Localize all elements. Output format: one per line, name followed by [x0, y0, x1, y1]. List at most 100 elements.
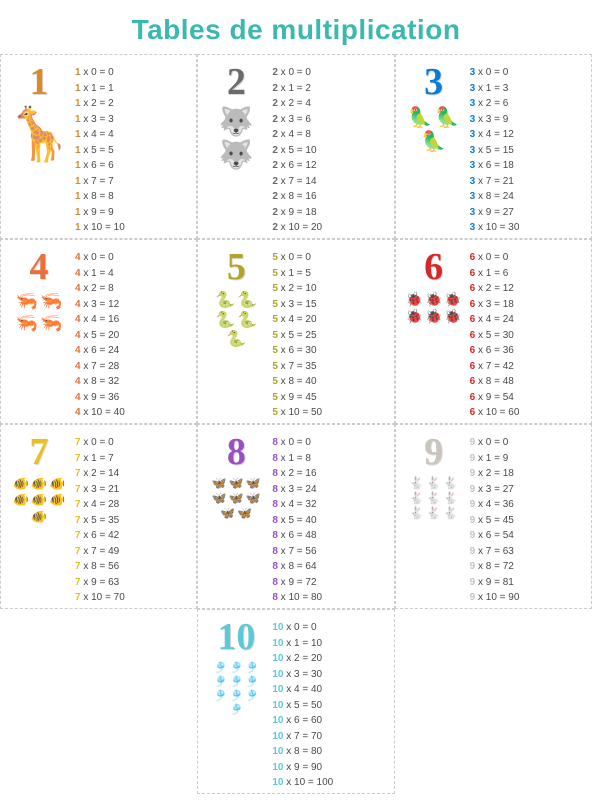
- equation-rest: x 1 = 6: [475, 268, 508, 279]
- rabbit-icon: 🐇: [409, 477, 424, 490]
- equation-row: 1 x 7 = 7: [75, 174, 190, 190]
- equation-row: 8 x 7 = 56: [272, 544, 387, 560]
- equation-multiplicand: 10: [272, 638, 283, 649]
- table-cell-6: 6🐞🐞🐞🐞🐞🐞6 x 0 = 06 x 1 = 66 x 2 = 126 x 3…: [395, 239, 592, 424]
- eel-icon: 🐍: [226, 331, 246, 349]
- equation-rest: x 5 = 50: [283, 700, 322, 711]
- rabbit-icon: 🐇: [443, 492, 458, 505]
- table-cell-7: 7🐠🐠🐠🐠🐠🐠🐠7 x 0 = 07 x 1 = 77 x 2 = 147 x …: [0, 424, 197, 609]
- equation-rest: x 5 = 10: [278, 145, 317, 156]
- table-cell-10: 10🎐🎐🎐🎐🎐🎐🎐🎐🎐🎐10 x 0 = 010 x 1 = 1010 x 2 …: [197, 609, 394, 794]
- equation-row: 9 x 8 = 72: [470, 559, 585, 575]
- equation-row: 5 x 1 = 5: [272, 266, 387, 282]
- equation-rest: x 3 = 24: [278, 484, 317, 495]
- equation-multiplicand: 10: [272, 715, 283, 726]
- equation-rest: x 7 = 7: [81, 176, 114, 187]
- equation-row: 5 x 8 = 40: [272, 374, 387, 390]
- fish-icon: 🐠: [13, 477, 29, 491]
- equation-rest: x 1 = 2: [278, 83, 311, 94]
- equation-row: 3 x 3 = 9: [470, 112, 585, 128]
- equation-rest: x 2 = 12: [475, 283, 514, 294]
- equation-rest: x 0 = 0: [283, 622, 316, 633]
- equation-rest: x 9 = 36: [81, 392, 120, 403]
- table-cell-2: 2🐺🐺2 x 0 = 02 x 1 = 22 x 2 = 42 x 3 = 62…: [197, 54, 394, 239]
- equation-row: 2 x 8 = 16: [272, 189, 387, 205]
- equation-row: 5 x 2 = 10: [272, 281, 387, 297]
- equation-row: 1 x 2 = 2: [75, 96, 190, 112]
- fish-icon: 🐠: [31, 510, 47, 524]
- equation-rest: x 4 = 36: [475, 499, 514, 510]
- equation-row: 4 x 10 = 40: [75, 405, 190, 421]
- equation-row: 2 x 6 = 12: [272, 158, 387, 174]
- equation-row: 10 x 5 = 50: [272, 698, 387, 714]
- equation-rest: x 7 = 49: [81, 546, 120, 557]
- ladybug-icon: 🐞: [406, 309, 423, 324]
- equation-row: 9 x 5 = 45: [470, 513, 585, 529]
- equation-rest: x 10 = 30: [475, 222, 519, 233]
- equation-rest: x 1 = 5: [278, 268, 311, 279]
- equation-rest: x 3 = 15: [278, 299, 317, 310]
- equation-rest: x 7 = 56: [278, 546, 317, 557]
- table-cell-3: 3🦜🦜🦜3 x 0 = 03 x 1 = 33 x 2 = 63 x 3 = 9…: [395, 54, 592, 239]
- equations-list-7: 7 x 0 = 07 x 1 = 77 x 2 = 147 x 3 = 217 …: [71, 433, 190, 606]
- equation-rest: x 9 = 45: [278, 392, 317, 403]
- equation-rest: x 0 = 0: [81, 252, 114, 263]
- equation-row: 10 x 3 = 30: [272, 667, 387, 683]
- equation-rest: x 1 = 7: [81, 453, 114, 464]
- equations-list-5: 5 x 0 = 05 x 1 = 55 x 2 = 105 x 3 = 155 …: [268, 248, 387, 421]
- equation-rest: x 2 = 4: [278, 98, 311, 109]
- equation-rest: x 8 = 72: [475, 561, 514, 572]
- equation-rest: x 7 = 14: [278, 176, 317, 187]
- equations-list-2: 2 x 0 = 02 x 1 = 22 x 2 = 42 x 3 = 62 x …: [268, 63, 387, 236]
- equation-row: 5 x 9 = 45: [272, 390, 387, 406]
- equation-rest: x 6 = 24: [81, 345, 120, 356]
- fish-group: 🐠🐠🐠🐠🐠🐠🐠: [9, 477, 69, 577]
- table-cell-4: 4🦐🦐🦐🦐4 x 0 = 04 x 1 = 44 x 2 = 84 x 3 = …: [0, 239, 197, 424]
- equation-row: 1 x 9 = 9: [75, 205, 190, 221]
- equation-row: 7 x 3 = 21: [75, 482, 190, 498]
- equation-rest: x 4 = 20: [278, 314, 317, 325]
- ladybug-icon: 🐞: [444, 309, 461, 324]
- equation-rest: x 1 = 4: [81, 268, 114, 279]
- equation-rest: x 5 = 40: [278, 515, 317, 526]
- equation-row: 9 x 2 = 18: [470, 466, 585, 482]
- equation-rest: x 7 = 28: [81, 361, 120, 372]
- equation-row: 8 x 10 = 80: [272, 590, 387, 606]
- equation-rest: x 10 = 40: [81, 407, 125, 418]
- equation-row: 2 x 7 = 14: [272, 174, 387, 190]
- butterfly-icon: 🦋: [229, 492, 244, 505]
- equation-row: 6 x 5 = 30: [470, 328, 585, 344]
- jellyfish-icon: 🎐: [229, 676, 243, 688]
- equation-rest: x 3 = 21: [81, 484, 120, 495]
- equation-row: 4 x 9 = 36: [75, 390, 190, 406]
- illustration-9: 9🐇🐇🐇🐇🐇🐇🐇🐇🐇: [402, 433, 466, 577]
- equation-rest: x 0 = 0: [475, 437, 508, 448]
- equation-row: 3 x 1 = 3: [470, 81, 585, 97]
- equation-rest: x 3 = 12: [81, 299, 120, 310]
- equation-row: 5 x 6 = 30: [272, 343, 387, 359]
- equation-row: 9 x 1 = 9: [470, 451, 585, 467]
- equation-rest: x 4 = 24: [475, 314, 514, 325]
- fish-icon: 🐠: [49, 493, 65, 507]
- equation-row: 8 x 1 = 8: [272, 451, 387, 467]
- equation-multiplicand: 10: [272, 777, 283, 788]
- equation-rest: x 10 = 20: [278, 222, 322, 233]
- equation-row: 4 x 7 = 28: [75, 359, 190, 375]
- parrot-icon: 🦜: [408, 107, 433, 129]
- equation-row: 10 x 8 = 80: [272, 744, 387, 760]
- eel-icon: 🐍: [215, 312, 235, 330]
- equation-row: 1 x 4 = 4: [75, 127, 190, 143]
- equation-rest: x 3 = 18: [475, 299, 514, 310]
- equation-rest: x 9 = 54: [475, 392, 514, 403]
- equation-rest: x 7 = 42: [475, 361, 514, 372]
- equation-rest: x 10 = 70: [81, 592, 125, 603]
- equation-row: 6 x 4 = 24: [470, 312, 585, 328]
- giraffe-icon: 🦒: [7, 107, 72, 164]
- equation-row: 8 x 4 = 32: [272, 497, 387, 513]
- butterfly-icon: 🦋: [212, 477, 227, 490]
- equation-row: 1 x 0 = 0: [75, 65, 190, 81]
- equation-row: 8 x 8 = 64: [272, 559, 387, 575]
- equation-rest: x 6 = 42: [81, 530, 120, 541]
- equation-row: 9 x 0 = 0: [470, 435, 585, 451]
- equation-row: 10 x 9 = 90: [272, 760, 387, 776]
